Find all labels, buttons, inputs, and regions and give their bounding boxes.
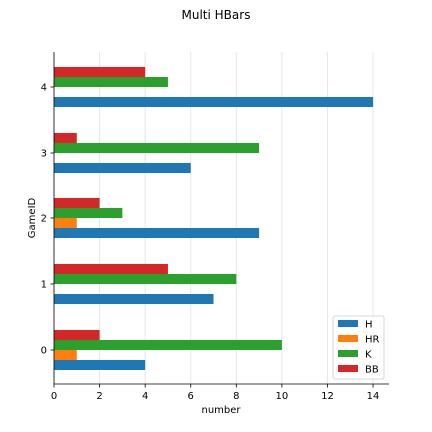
bar-k-game-3 xyxy=(54,143,260,153)
bar-k-game-2 xyxy=(54,208,123,218)
y-tick-label: 3 xyxy=(41,149,47,160)
legend-swatch-hr xyxy=(338,335,358,342)
legend-label-h: H xyxy=(365,320,373,331)
x-tick-label: 14 xyxy=(367,391,380,402)
bar-hr-game-0 xyxy=(54,350,77,360)
legend-label-hr: HR xyxy=(365,335,380,346)
legend-swatch-k xyxy=(338,350,358,357)
bar-bb-game-1 xyxy=(54,264,168,274)
bar-bb-game-2 xyxy=(54,198,100,208)
grid-lines xyxy=(53,52,374,384)
x-ticks: 0 2 4 6 8 10 12 14 xyxy=(51,384,380,402)
legend-label-k: K xyxy=(365,350,372,361)
y-ticks: 0 1 2 3 4 xyxy=(41,83,54,357)
x-tick-label: 12 xyxy=(321,391,334,402)
bar-bb-game-3 xyxy=(54,133,77,143)
x-tick-label: 10 xyxy=(276,391,289,402)
bar-bb-game-4 xyxy=(54,67,146,77)
y-tick-label: 2 xyxy=(41,214,47,225)
bar-h-game-2 xyxy=(54,228,260,238)
x-tick-label: 6 xyxy=(188,391,194,402)
legend-swatch-bb xyxy=(338,365,358,372)
bar-h-game-0 xyxy=(54,360,146,370)
legend-label-bb: BB xyxy=(365,365,379,376)
bar-k-game-4 xyxy=(54,77,168,87)
x-tick-label: 2 xyxy=(96,391,102,402)
x-tick-label: 4 xyxy=(142,391,148,402)
bar-bb-game-0 xyxy=(54,330,100,340)
x-tick-label: 8 xyxy=(233,391,239,402)
y-tick-label: 0 xyxy=(41,346,47,357)
bar-h-game-1 xyxy=(54,294,214,304)
x-axis-label: number xyxy=(201,405,241,416)
bar-h-game-4 xyxy=(54,97,374,107)
legend: H HR K BB xyxy=(332,315,385,380)
chart-title: Multi HBars xyxy=(182,8,251,22)
bars xyxy=(54,67,374,370)
legend-swatch-h xyxy=(338,320,358,327)
bar-k-game-1 xyxy=(54,274,237,284)
legend-frame xyxy=(332,315,385,380)
y-axis-label: GameID xyxy=(27,197,38,238)
y-tick-label: 1 xyxy=(41,280,47,291)
bar-hr-game-2 xyxy=(54,218,77,228)
x-tick-label: 0 xyxy=(51,391,57,402)
y-tick-label: 4 xyxy=(41,83,47,94)
bar-h-game-3 xyxy=(54,163,191,173)
bar-k-game-0 xyxy=(54,340,282,350)
